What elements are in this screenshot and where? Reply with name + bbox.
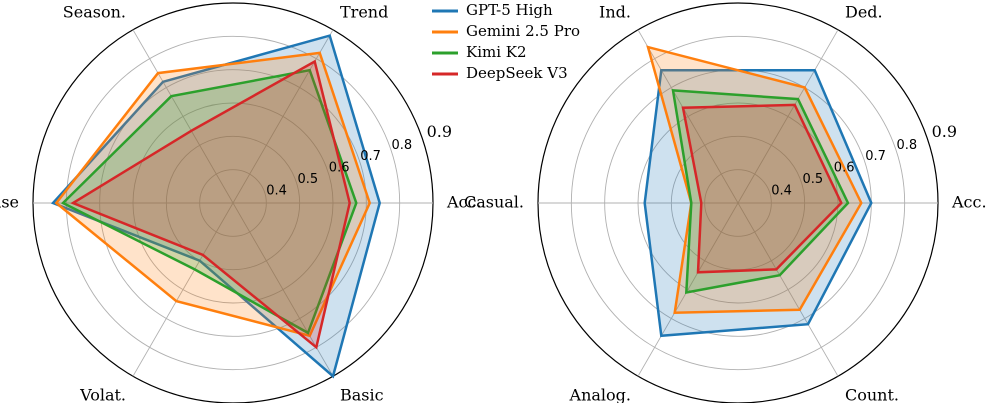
axis-label-volat-: Volat.: [79, 385, 126, 403]
axis-label-acc-: Acc.: [951, 193, 987, 212]
radar-series-group: [643, 45, 873, 338]
radar-series-group: [50, 34, 381, 379]
radial-tick-label: 0.5: [298, 172, 319, 187]
axis-labels: Acc. Trend Season. Noise Volat. Basic: [0, 3, 482, 403]
legend-entry: GPT-5 High: [432, 1, 553, 19]
axis-labels: Acc. Ded. Ind. Casual. Analog. Count.: [464, 3, 987, 403]
radial-tick-label: 0.4: [771, 183, 792, 198]
grid-spoke: [637, 29, 739, 204]
radial-tick-labels: 0.4 0.5 0.6 0.7 0.8 0.9: [266, 122, 452, 198]
legend-label: GPT-5 High: [466, 1, 553, 19]
legend-entry: Gemini 2.5 Pro: [432, 22, 580, 40]
axis-label-acc-: Acc.: [446, 193, 482, 212]
radial-tick-label: 0.8: [392, 138, 413, 153]
series-gpt-5-high: [50, 34, 381, 379]
axis-label-ind-: Ind.: [599, 3, 631, 22]
series-kimi-k2: [60, 68, 358, 335]
axis-label-casual-: Casual.: [464, 193, 524, 212]
radial-tick-label: 0.6: [329, 161, 350, 176]
radar-chart-right: 0.4 0.5 0.6 0.7 0.8 0.9 Acc. Ded. Ind. Casual. Ana…: [464, 2, 987, 403]
grid-spoke: [737, 202, 839, 377]
radial-tick-label: 0.7: [360, 149, 381, 164]
grid-spoke: [232, 29, 334, 204]
legend-entry: Kimi K2: [432, 43, 527, 61]
radial-tick-label: 0.5: [803, 172, 824, 187]
radial-tick-label: 0.9: [427, 122, 452, 141]
axis-label-count-: Count.: [845, 385, 899, 403]
legend-label: Gemini 2.5 Pro: [466, 22, 580, 40]
series-deepseek-v3: [681, 103, 843, 274]
radial-tick-label: 0.6: [834, 161, 855, 176]
axis-label-basic: Basic: [340, 385, 384, 403]
axis-label-ded-: Ded.: [845, 3, 883, 22]
radial-tick-label: 0.8: [897, 138, 918, 153]
axis-label-season-: Season.: [63, 3, 126, 22]
axis-label-analog-: Analog.: [569, 385, 631, 403]
radial-tick-labels: 0.4 0.5 0.6 0.7 0.8 0.9: [771, 122, 957, 198]
legend-label: Kimi K2: [466, 43, 527, 61]
legend-entry: DeepSeek V3: [432, 64, 568, 82]
radial-tick-label: 0.4: [266, 183, 287, 198]
radial-tick-label: 0.9: [932, 122, 957, 141]
series-gemini-2-5-pro: [54, 51, 372, 338]
grid-spoke: [737, 29, 839, 204]
series-gpt-5-high: [643, 68, 873, 338]
axis-label-noise: Noise: [0, 193, 19, 212]
legend: GPT-5 High Gemini 2.5 Pro Kimi K2 DeepSeek …: [432, 1, 580, 82]
radial-tick-label: 0.7: [865, 149, 886, 164]
axis-label-trend: Trend: [340, 3, 388, 22]
grid-spoke: [637, 202, 739, 377]
radar-chart-left: 0.4 0.5 0.6 0.7 0.8 0.9 Acc. Trend Season. Noise V…: [0, 2, 482, 403]
grid-spoke: [132, 29, 234, 204]
series-deepseek-v3: [70, 59, 351, 350]
legend-label: DeepSeek V3: [466, 64, 568, 82]
grid-spoke: [132, 202, 234, 377]
